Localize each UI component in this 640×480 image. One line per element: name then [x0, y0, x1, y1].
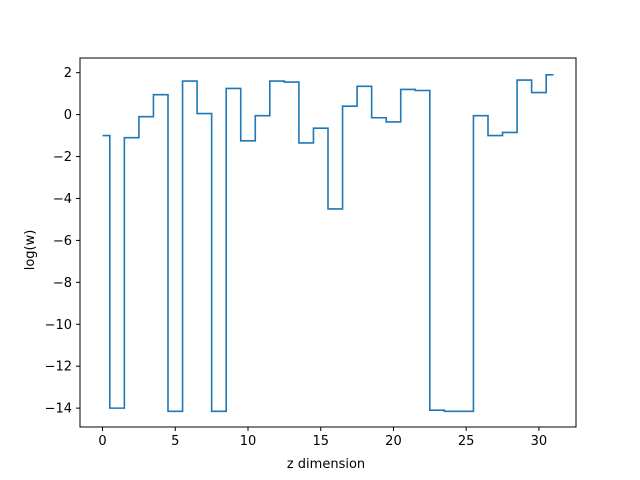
y-tick-label: −8 — [53, 276, 72, 291]
y-axis-ticks: −14 −12 −10 −8 −6 −4 −2 0 2 — [45, 66, 80, 417]
x-tick-label: 30 — [531, 434, 548, 449]
y-tick-label: 2 — [64, 66, 72, 81]
axes-frame — [79, 57, 577, 428]
y-tick-label: −6 — [53, 234, 72, 249]
y-tick-label: −14 — [45, 402, 72, 417]
x-tick-label: 15 — [312, 434, 329, 449]
x-tick-label: 5 — [171, 434, 179, 449]
x-tick-label: 0 — [98, 434, 106, 449]
x-tick-label: 20 — [385, 434, 402, 449]
y-tick-label: −10 — [45, 318, 72, 333]
x-tick-label: 10 — [240, 434, 257, 449]
y-tick-label: −12 — [45, 360, 72, 375]
y-tick-label: −4 — [53, 192, 72, 207]
plot-area — [79, 57, 577, 428]
x-axis-ticks: 0 5 10 15 20 25 30 — [98, 427, 547, 449]
y-tick-label: −2 — [53, 150, 72, 165]
x-tick-label: 25 — [458, 434, 475, 449]
y-tick-label: 0 — [64, 108, 72, 123]
x-axis-label: z dimension — [287, 457, 365, 472]
series-line-0 — [102, 73, 554, 413]
y-axis-label: log(w) — [23, 230, 38, 271]
